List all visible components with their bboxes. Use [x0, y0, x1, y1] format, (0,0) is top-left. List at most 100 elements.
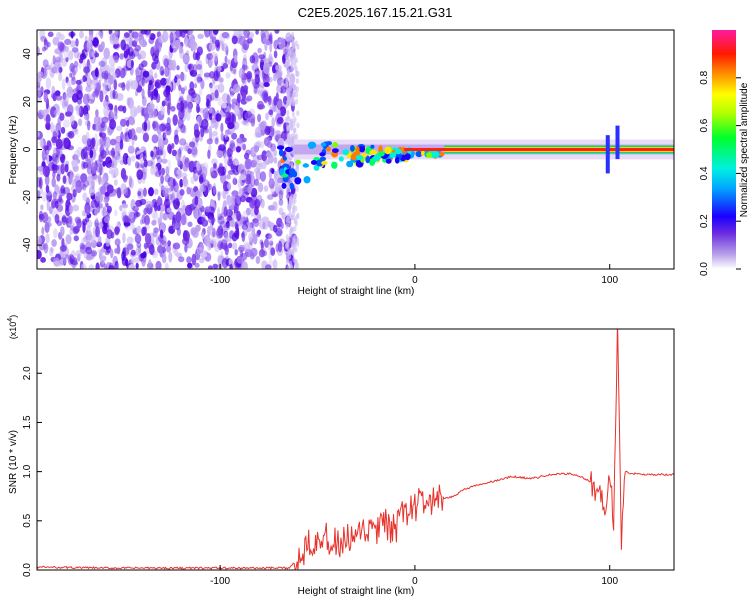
- heatmap-noise-cell: [294, 260, 298, 267]
- heatmap-noise-cell: [265, 31, 269, 40]
- heatmap-noise-cell: [164, 174, 171, 183]
- heatmap-noise-cell: [79, 53, 87, 60]
- heatmap-noise-cell: [67, 130, 75, 139]
- heatmap-noise-cell: [185, 50, 190, 56]
- heatmap-noise-cell: [286, 71, 290, 78]
- heatmap-noise-cell: [278, 198, 284, 206]
- heatmap-noise-cell: [246, 71, 253, 80]
- heatmap-noise-cell: [135, 262, 139, 269]
- heatmap-noise-cell: [158, 145, 163, 157]
- heatmap-noise-cell: [50, 247, 54, 253]
- heatmap-noise-cell: [257, 47, 262, 54]
- heatmap-noise-cell: [176, 30, 180, 40]
- heatmap-noise-cell: [216, 241, 223, 249]
- heatmap-signal-cell: [303, 176, 311, 184]
- heatmap-noise-cell: [70, 30, 74, 39]
- heatmap-noise-cell: [150, 165, 155, 176]
- heatmap-noise-cell: [101, 206, 105, 216]
- heatmap-noise-cell: [213, 70, 219, 82]
- heatmap-noise-cell: [265, 264, 272, 269]
- colorbar: 0.0 0.2 0.4 0.6 0.8 Normalized spectral ampl…: [699, 30, 750, 276]
- heatmap-noise-cell: [225, 136, 230, 142]
- heatmap-noise-cell: [46, 140, 52, 148]
- heatmap-noise-cell: [259, 121, 266, 131]
- heatmap-noise-cell: [198, 257, 205, 264]
- heatmap-noise-cell: [47, 161, 55, 172]
- heatmap-noise-cell: [156, 124, 162, 136]
- heatmap-noise-cell: [158, 165, 162, 176]
- heatmap-noise-cell: [239, 217, 245, 223]
- heatmap-noise-cell: [239, 195, 247, 203]
- heatmap-noise-cell: [52, 36, 60, 46]
- heatmap-noise-cell: [199, 88, 203, 96]
- heatmap-noise-cell: [289, 232, 293, 238]
- heatmap-noise-cell: [114, 260, 119, 269]
- heatmap-signal-cell: [289, 168, 296, 176]
- heatmap-noise-cell: [286, 109, 290, 116]
- heatmap-noise-cell: [293, 87, 298, 94]
- heatmap-noise-cell: [104, 249, 110, 255]
- heatmap-noise-cell: [63, 93, 69, 106]
- snr-x-tick-label: 100: [601, 576, 618, 587]
- heatmap-noise-cell: [108, 111, 115, 123]
- heatmap-signal-cell: [279, 168, 285, 175]
- heatmap-noise-cell: [238, 67, 245, 79]
- heatmap-noise-cell: [292, 51, 296, 58]
- snr-y-tick-label: 0.5: [22, 513, 33, 527]
- heatmap-noise-cell: [214, 242, 220, 253]
- heatmap-noise-cell: [261, 216, 269, 223]
- heatmap-noise-cell: [211, 130, 218, 137]
- heatmap-noise-cell: [288, 50, 292, 57]
- heatmap-noise-cell: [286, 182, 290, 189]
- heatmap-noise-cell: [176, 190, 183, 201]
- snr-y-label: SNR (10 * v/v): [8, 430, 19, 494]
- heatmap-noise-cell: [71, 76, 76, 86]
- heatmap-noise-cell: [40, 35, 47, 43]
- heatmap-noise-cell: [128, 175, 133, 188]
- heatmap-noise-cell: [40, 204, 44, 211]
- heatmap-signal-cell: [319, 152, 326, 157]
- heatmap-noise-cell: [220, 122, 224, 133]
- heatmap-noise-cell: [114, 90, 118, 100]
- heatmap-noise-cell: [271, 117, 276, 128]
- heatmap-noise-cell: [241, 261, 248, 269]
- heatmap-noise-cell: [85, 85, 93, 92]
- heatmap-noise-cell: [273, 156, 278, 164]
- heatmap-noise-cell: [245, 149, 252, 156]
- heatmap-noise-cell: [196, 115, 203, 127]
- heatmap-noise-cell: [288, 35, 292, 42]
- heatmap-noise-cell: [179, 138, 187, 146]
- heatmap-noise-cell: [286, 265, 291, 269]
- heatmap-noise-cell: [66, 80, 73, 87]
- heatmap-noise-cell: [108, 55, 116, 67]
- heatmap-noise-cell: [100, 176, 106, 186]
- heatmap-noise-cell: [202, 107, 209, 120]
- heatmap-noise-cell: [251, 78, 257, 85]
- heatmap-noise-cell: [222, 189, 227, 200]
- heatmap-noise-cell: [271, 168, 275, 174]
- heatmap-noise-cell: [244, 161, 250, 173]
- heatmap-noise-cell: [52, 156, 57, 164]
- heatmap-noise-cell: [135, 211, 139, 217]
- heatmap-noise-cell: [287, 138, 291, 145]
- heatmap-noise-cell: [142, 132, 149, 143]
- heatmap-noise-cell: [215, 135, 219, 142]
- heatmap-noise-cell: [114, 226, 120, 236]
- heatmap-noise-cell: [52, 65, 60, 74]
- heatmap-noise-cell: [165, 166, 170, 176]
- heatmap-noise-cell: [206, 53, 213, 60]
- heatmap-noise-cell: [60, 163, 65, 175]
- heatmap-noise-cell: [66, 192, 73, 201]
- heatmap-noise-cell: [296, 240, 300, 247]
- heatmap-noise-cell: [82, 192, 88, 201]
- heatmap-noise-cell: [217, 83, 225, 93]
- heatmap-noise-cell: [289, 85, 293, 92]
- heatmap-signal-cell: [284, 146, 293, 153]
- heatmap-noise-cell: [207, 57, 213, 68]
- heatmap-noise-cell: [46, 199, 50, 211]
- heatmap-noise-cell: [178, 256, 185, 263]
- heatmap-noise-cell: [242, 191, 249, 198]
- heatmap-signal-cell: [346, 160, 354, 168]
- snr-x-ticks: -100 0 100: [210, 565, 618, 587]
- heatmap-noise-cell: [184, 243, 188, 253]
